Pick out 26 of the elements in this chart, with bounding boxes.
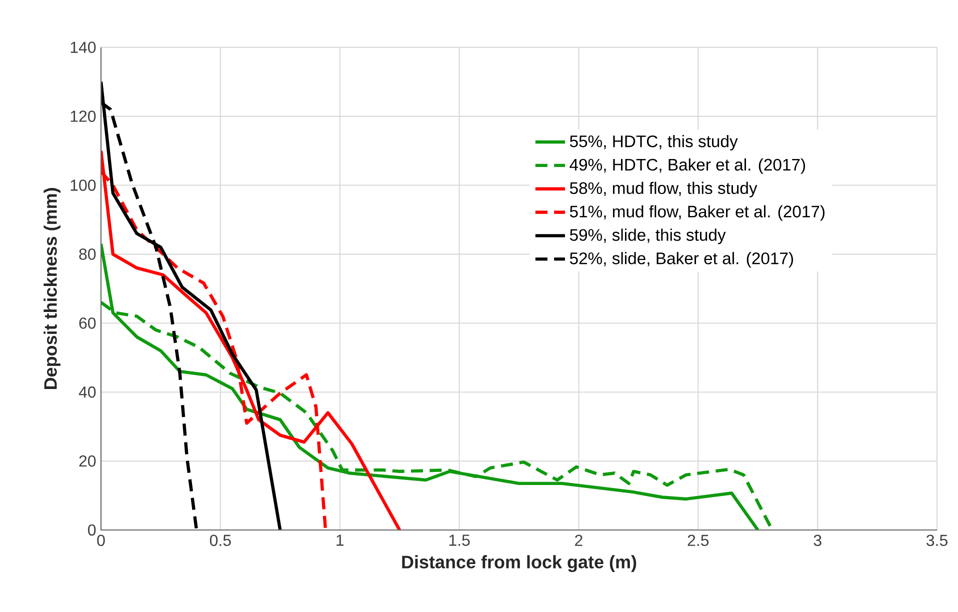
legend-label: 58%, mud flow, this study (570, 182, 758, 198)
y-tick-label: 120 (70, 110, 96, 122)
x-tick-label: 2.5 (688, 534, 709, 546)
line-series (101, 80, 282, 530)
x-tick-label: 0 (97, 534, 105, 546)
x-tick-label: 1.5 (449, 534, 470, 546)
y-tick-label: 40 (78, 386, 96, 398)
y-tick-label: 80 (79, 248, 96, 260)
x-tick-label: 0.5 (210, 534, 231, 546)
y-tick-label: 0 (88, 524, 96, 536)
x-tick-label: 3 (814, 534, 822, 546)
x-tick-label: 1 (336, 534, 344, 546)
x-tick-label: 2 (575, 534, 582, 546)
y-tick-label: 100 (70, 180, 96, 191)
legend-label: 55%, HDTC, this study (570, 134, 738, 151)
legend-label: 51%, mud flow, Baker et al. (2017) (570, 205, 824, 221)
x-tick-label: 3.5 (926, 534, 948, 546)
legend-label: 52%, slide, Baker et al. (2017) (570, 252, 793, 268)
legend-label: 59%, slide, this study (570, 228, 726, 244)
legend-label: 49%, HDTC, Baker et al. (2017) (570, 158, 806, 174)
y-tick-label: 140 (70, 42, 96, 53)
y-tick-label: 20 (79, 455, 96, 467)
y-tick-label: 60 (79, 317, 96, 329)
y-axis-title: Deposit thickness (mm) (44, 188, 60, 389)
x-axis-title: Distance from lock gate (m) (402, 555, 636, 572)
line-series (101, 149, 402, 530)
